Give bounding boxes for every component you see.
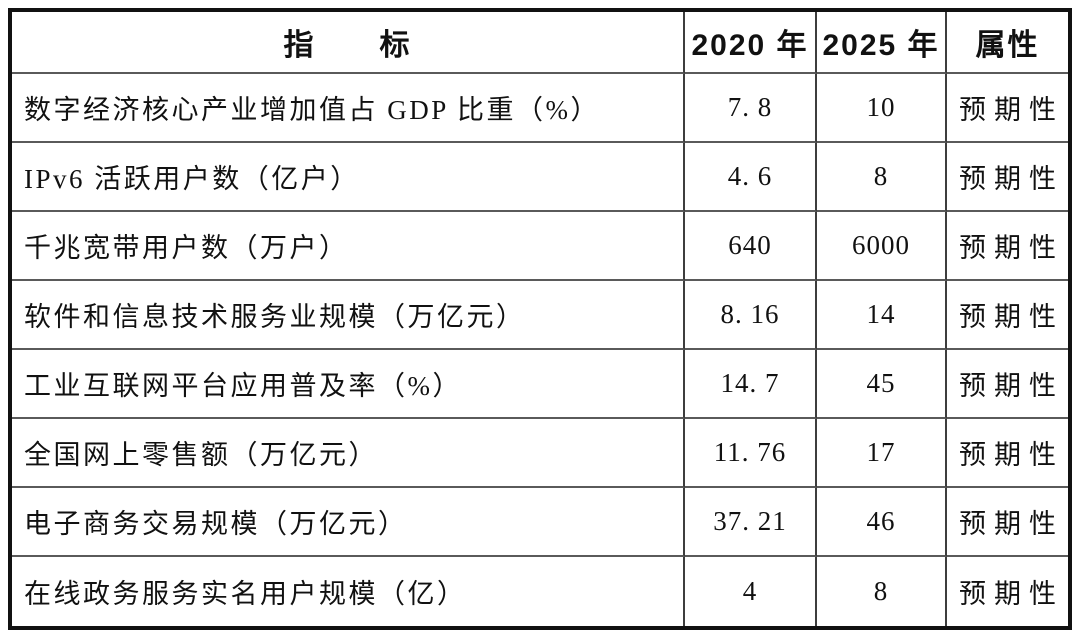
header-2025: 2025 年 <box>817 12 947 74</box>
table-row-2025: 10 <box>817 74 947 143</box>
table-row-2020: 8. 16 <box>685 281 817 350</box>
table-row-attribute: 预期性 <box>947 281 1068 350</box>
table-row-attribute: 预期性 <box>947 419 1068 488</box>
table-row-indicator: 在线政务服务实名用户规模（亿） <box>12 557 685 626</box>
header-2020: 2020 年 <box>685 12 817 74</box>
table-row-attribute: 预期性 <box>947 212 1068 281</box>
table-row-2025: 8 <box>817 143 947 212</box>
table-row-attribute: 预期性 <box>947 74 1068 143</box>
table-row-attribute: 预期性 <box>959 579 1064 609</box>
table-row-indicator: 电子商务交易规模（万亿元） <box>12 488 685 557</box>
table-row-attribute: 预期性 <box>947 350 1068 419</box>
table-row-2020: 11. 76 <box>685 419 817 488</box>
indicators-table: 指 标 2020 年 2025 年 属性 数字经济核心产业增加值占 GDP 比重… <box>8 8 1072 630</box>
table-row-2020: 4 <box>685 557 817 626</box>
table-row-2025: 8 <box>817 557 947 626</box>
table-row-indicator: IPv6 活跃用户数（亿户） <box>12 143 685 212</box>
table-row-2025: 45 <box>817 350 947 419</box>
table-row-indicator: 全国网上零售额（万亿元） <box>12 419 685 488</box>
table-row-2025: 17 <box>817 419 947 488</box>
table-row-indicator: 数字经济核心产业增加值占 GDP 比重（%） <box>12 74 685 143</box>
table-row-2025: 14 <box>817 281 947 350</box>
table-row-2020: 37. 21 <box>685 488 817 557</box>
table-row-indicator: 千兆宽带用户数（万户） <box>12 212 685 281</box>
table-row-attribute: 预期性 <box>947 488 1068 557</box>
table-row-attribute: 预期性 <box>947 143 1068 212</box>
table-row-2025: 6000 <box>817 212 947 281</box>
header-attribute: 属性 <box>947 12 1068 74</box>
table-row-2020: 640 <box>685 212 817 281</box>
table-row-2020: 7. 8 <box>685 74 817 143</box>
header-indicator: 指 标 <box>12 12 685 74</box>
table-row-2020: 14. 7 <box>685 350 817 419</box>
table-row-indicator: 工业互联网平台应用普及率（%） <box>12 350 685 419</box>
table-row-2025: 46 <box>817 488 947 557</box>
table-row-indicator: 软件和信息技术服务业规模（万亿元） <box>12 281 685 350</box>
table-row-2020: 4. 6 <box>685 143 817 212</box>
